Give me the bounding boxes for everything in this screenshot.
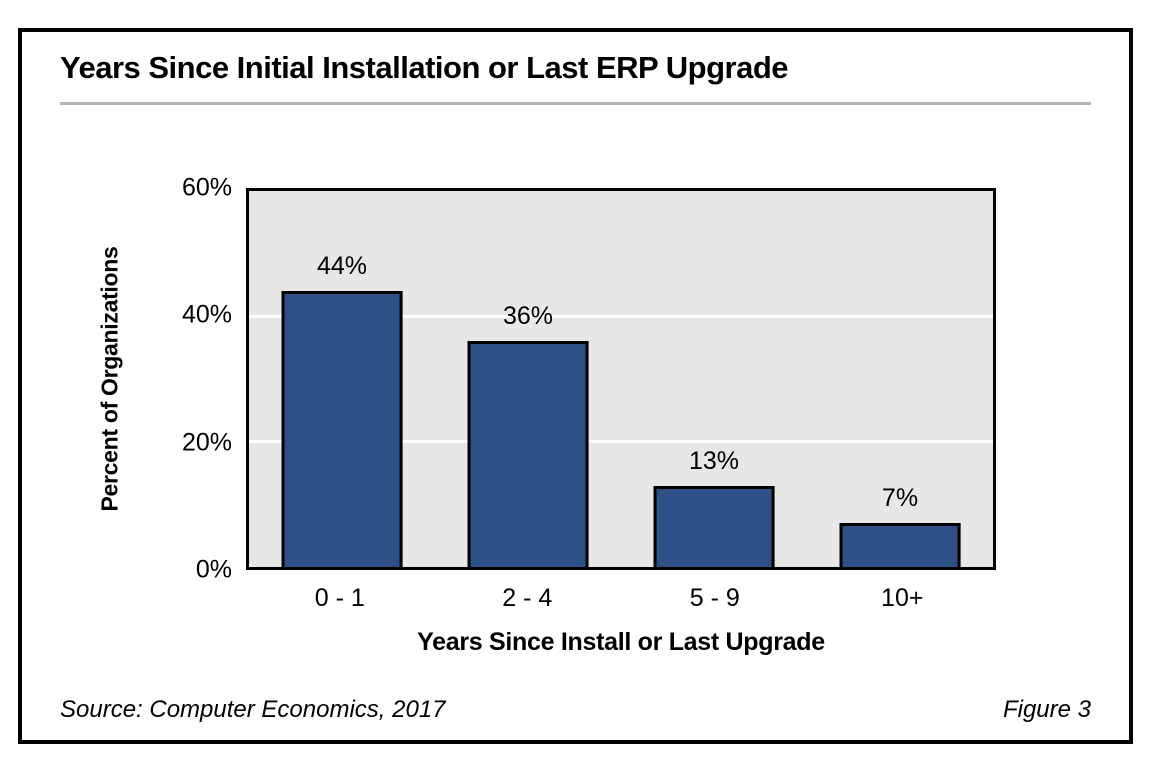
bar-2 - 4: [467, 341, 589, 567]
bar-5 - 9: [653, 485, 775, 567]
bar-value-label-10+: 7%: [881, 484, 919, 513]
y-tick-label-60: 60%: [181, 173, 232, 202]
figure-label: Figure 3: [1002, 696, 1091, 723]
gridline-20: [249, 440, 993, 444]
bar-value-label-0 - 1: 44%: [316, 252, 368, 281]
bar-value-label-2 - 4: 36%: [502, 302, 554, 331]
bar-band-10+: 7%: [807, 191, 993, 567]
y-axis-title: Percent of Organizations: [96, 246, 123, 512]
x-tick-label-0 - 1: 0 - 1: [314, 584, 365, 612]
y-tick-label-20: 20%: [181, 428, 232, 457]
x-tick-label-10+: 10+: [881, 584, 924, 612]
bar-10+: [839, 523, 961, 567]
figure-frame: Years Since Initial Installation or Last…: [18, 28, 1133, 744]
plot-area: 44% 36% 13% 7%: [246, 188, 996, 570]
bar-band-2 - 4: 36%: [435, 191, 621, 567]
x-axis-title: Years Since Install or Last Upgrade: [417, 628, 825, 656]
x-tick-label-5 - 9: 5 - 9: [689, 584, 740, 612]
chart-title: Years Since Initial Installation or Last…: [60, 50, 789, 85]
gridline-40: [249, 314, 993, 318]
x-tick-label-2 - 4: 2 - 4: [502, 584, 553, 612]
bar-band-5 - 9: 13%: [621, 191, 807, 567]
source-note: Source: Computer Economics, 2017: [60, 696, 446, 723]
bar-band-0 - 1: 44%: [249, 191, 435, 567]
bar-0 - 1: [281, 291, 403, 567]
y-tick-label-40: 40%: [181, 300, 232, 329]
y-tick-label-0: 0%: [195, 555, 232, 584]
title-rule: [60, 102, 1091, 105]
bar-value-label-5 - 9: 13%: [688, 446, 740, 475]
